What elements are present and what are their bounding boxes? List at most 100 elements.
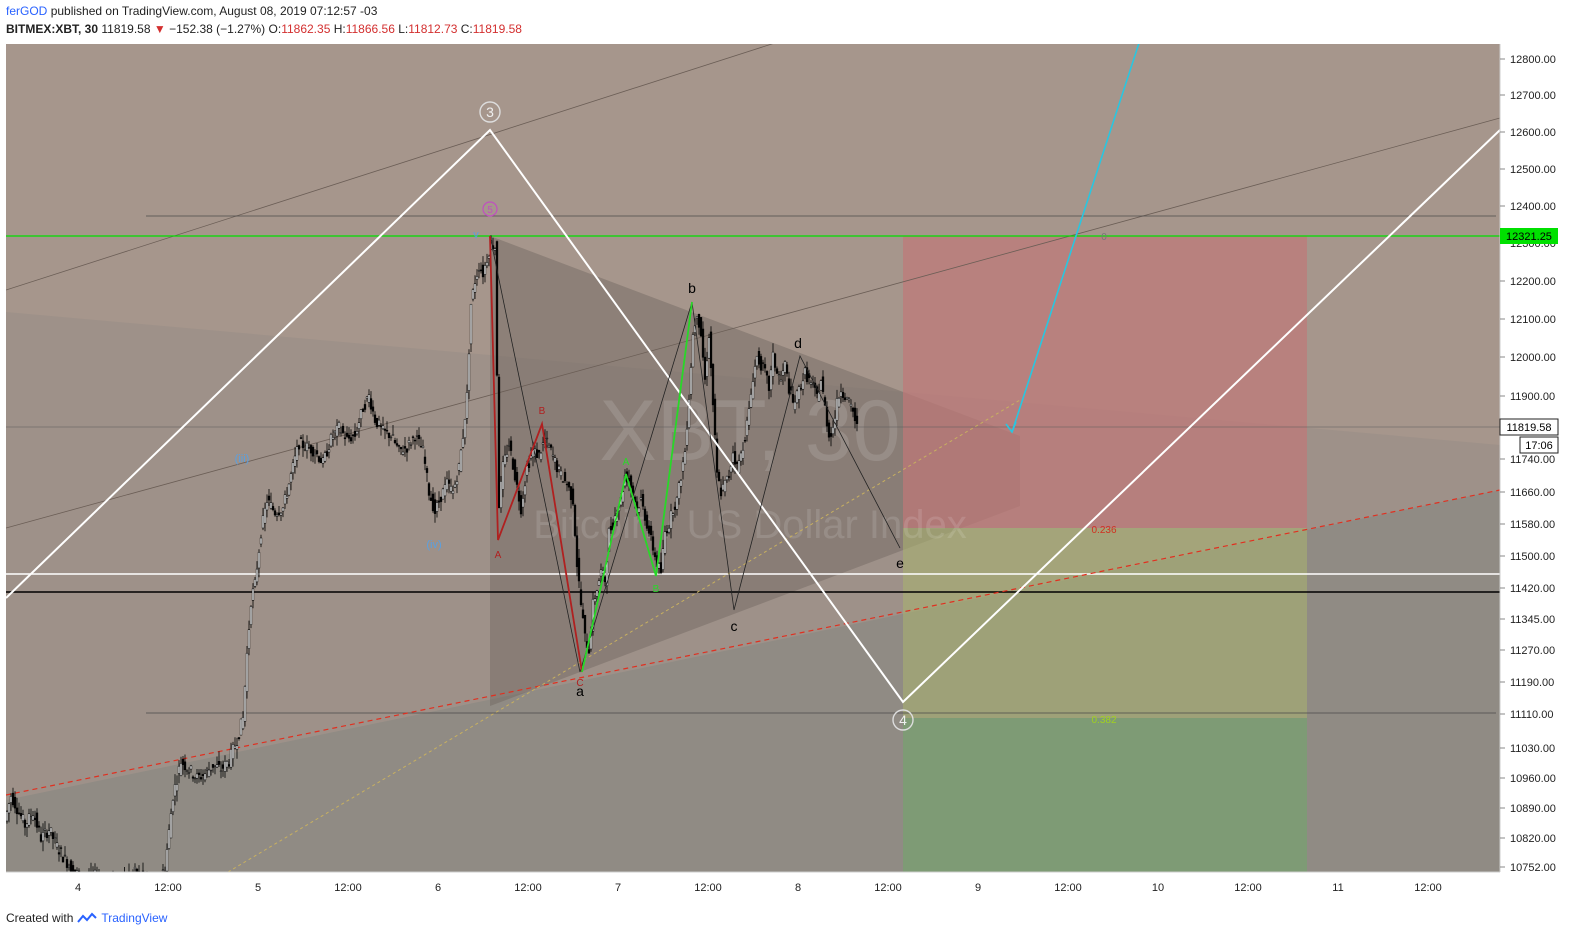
x-tick-label: 7 xyxy=(615,882,621,894)
author-name[interactable]: ferGOD xyxy=(6,4,48,18)
candle-body xyxy=(227,764,231,767)
candle-body xyxy=(729,465,733,473)
candle-body xyxy=(717,471,721,482)
candle-body xyxy=(291,462,295,474)
candle-body xyxy=(731,452,735,463)
candle-body xyxy=(114,878,116,885)
candle-body xyxy=(511,458,515,470)
triangle-path xyxy=(489,235,901,673)
candle-body xyxy=(447,479,451,484)
price-axis[interactable]: 12800.00 12700.00 12600.00 12500.00 12400.00… xyxy=(1500,54,1556,874)
candle-body xyxy=(741,449,745,459)
candle-body xyxy=(503,454,507,465)
candle-body xyxy=(593,598,597,602)
candle-body xyxy=(25,823,29,828)
candle-body xyxy=(631,485,635,494)
candle-body xyxy=(395,443,399,446)
plot-area[interactable]: XBT, 30 Bitcoin / US Dollar Index 3 5 4 … xyxy=(6,0,1500,900)
candle-body xyxy=(515,471,519,485)
time-axis[interactable]: 4 12:00 5 12:00 6 12:00 7 12:00 8 12:00 9 12:00 10 12… xyxy=(75,882,1442,894)
candle-body xyxy=(273,510,277,516)
candle-body xyxy=(110,882,112,890)
candle-body xyxy=(597,580,601,586)
candle-body xyxy=(599,569,603,577)
candle-body xyxy=(361,408,365,412)
candle-body xyxy=(126,879,128,881)
candle-body xyxy=(57,852,61,855)
x-tick-label: 12:00 xyxy=(154,882,182,894)
y-tick-label: 10960.00 xyxy=(1510,773,1556,785)
candle-body xyxy=(116,876,118,879)
candle-body xyxy=(271,506,275,510)
y-tick-label: 11110.00 xyxy=(1510,709,1553,721)
open-label: O: xyxy=(268,22,282,36)
candle-body xyxy=(158,877,160,881)
wave-iv-label: (iv) xyxy=(426,539,441,551)
wave-4-label: 4 xyxy=(899,712,907,728)
candle-body xyxy=(699,317,703,337)
candle-body xyxy=(485,262,489,267)
triangle-a-label: a xyxy=(576,683,584,699)
candle-body xyxy=(301,440,305,449)
x-tick-label: 5 xyxy=(255,882,261,894)
candle-body xyxy=(199,777,203,780)
candle-body xyxy=(317,456,321,462)
candle-body xyxy=(96,877,98,884)
candle-body xyxy=(435,502,439,512)
symbol-name: BITMEX:XBT, 30 xyxy=(6,22,99,36)
candle-body xyxy=(49,827,53,833)
candle-body xyxy=(429,497,433,501)
elliott-major-labels: 3 5 4 xyxy=(479,101,914,731)
candle-body xyxy=(175,784,179,792)
candle-body xyxy=(393,440,397,444)
candle-body xyxy=(237,737,241,739)
candle-body xyxy=(379,425,383,427)
candle-body xyxy=(21,814,25,822)
candle-body xyxy=(375,417,379,428)
candle-body xyxy=(421,445,425,448)
candle-body xyxy=(341,425,345,433)
candle-body xyxy=(727,476,731,478)
triangle-b-label: b xyxy=(688,280,696,296)
candle-body xyxy=(725,475,729,481)
candle-body xyxy=(793,401,797,410)
candle-body xyxy=(459,449,463,472)
candle-body xyxy=(847,398,851,401)
candle-body xyxy=(835,398,839,421)
candle-body xyxy=(565,483,569,486)
candle-body xyxy=(769,369,773,391)
candle-body xyxy=(239,718,243,736)
candle-body xyxy=(311,446,315,457)
candle-body xyxy=(45,832,49,838)
candle-body xyxy=(673,506,677,510)
candle-body xyxy=(779,379,783,382)
candle-body xyxy=(425,468,429,473)
candle-body xyxy=(559,470,563,476)
candle-body xyxy=(839,391,843,397)
candle-body xyxy=(150,878,152,880)
candle-body xyxy=(685,428,689,446)
candle-body xyxy=(33,817,37,821)
last-price-badge xyxy=(1499,418,1559,436)
candle-body xyxy=(641,494,645,507)
y-tick-label: 10820.00 xyxy=(1510,833,1556,845)
candle-body xyxy=(537,450,541,453)
candle-body xyxy=(509,440,513,451)
candle-body xyxy=(679,480,683,487)
candle-body xyxy=(71,865,75,872)
candle-body xyxy=(140,877,142,878)
candle-body xyxy=(507,445,511,447)
candle-body xyxy=(433,499,437,514)
candle-body xyxy=(603,576,607,583)
candle-body xyxy=(637,507,641,513)
candle-body xyxy=(493,248,497,251)
candle-body xyxy=(443,484,447,497)
candle-body xyxy=(797,386,801,400)
candle-body xyxy=(733,451,737,465)
tradingview-brand[interactable]: TradingView xyxy=(101,911,168,925)
candle-body xyxy=(35,812,39,828)
candle-body xyxy=(121,881,123,884)
candle-body xyxy=(144,880,146,882)
candle-body xyxy=(67,866,71,868)
